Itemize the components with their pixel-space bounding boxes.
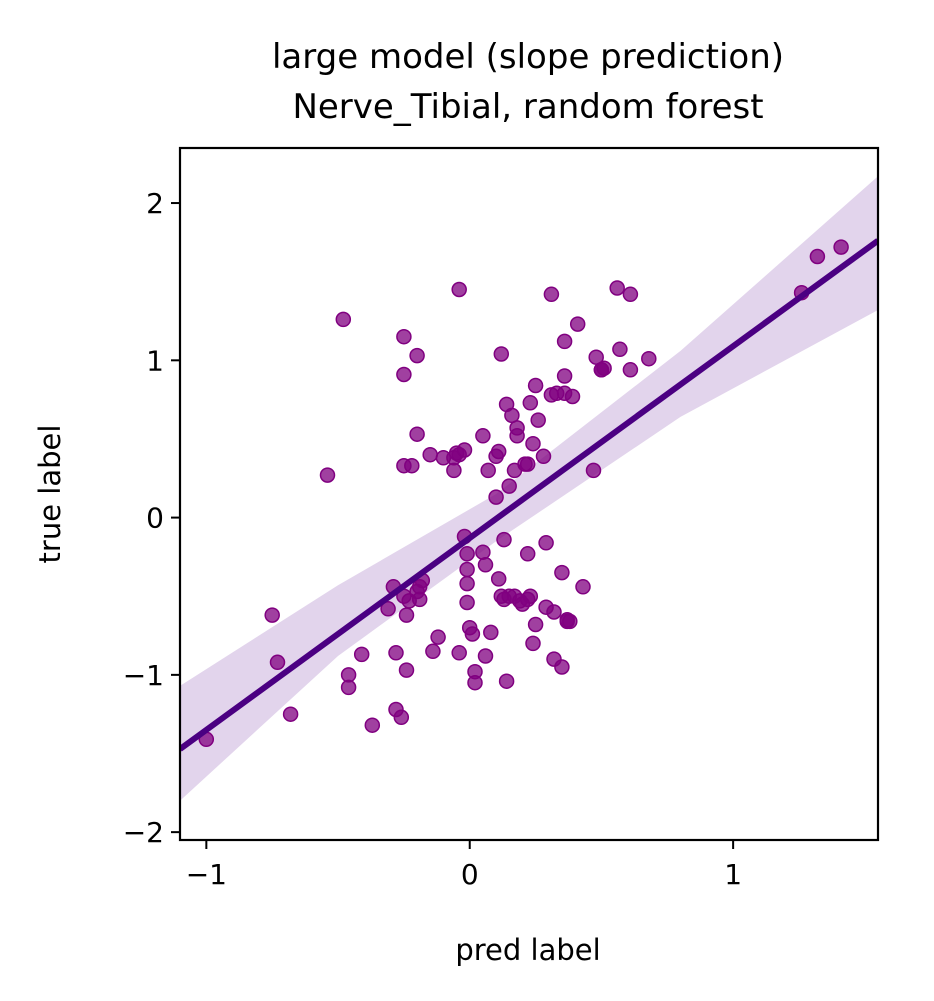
data-point-89 [546, 604, 562, 620]
data-point-75 [519, 456, 536, 472]
data-point-103 [575, 579, 591, 595]
data-point-42 [459, 561, 475, 578]
data-point-113 [641, 350, 657, 367]
chart-subtitle: Nerve_Tibial, random forest [292, 87, 763, 127]
y-tick-label-2: 0 [146, 502, 164, 535]
data-point-8 [353, 646, 370, 663]
data-point-59 [493, 346, 510, 362]
x-axis-label: pred label [455, 933, 600, 967]
data-point-62 [496, 531, 512, 548]
data-point-55 [488, 489, 504, 505]
data-point-81 [525, 635, 541, 652]
data-point-36 [451, 281, 467, 298]
data-point-19 [398, 607, 415, 623]
data-point-65 [501, 478, 517, 494]
y-tick-label-3: 1 [146, 344, 164, 377]
data-point-88 [543, 286, 560, 303]
data-point-101 [564, 388, 581, 405]
x-axis-ticks: −1 0 1 [186, 840, 742, 891]
data-point-9 [364, 717, 381, 733]
data-point-57 [490, 443, 507, 460]
data-point-49 [475, 428, 491, 444]
x-tick-label-0: −1 [186, 858, 227, 891]
data-point-1 [264, 607, 280, 623]
data-point-22 [404, 457, 420, 474]
data-point-109 [609, 280, 625, 296]
chart-title: large model (slope prediction) [272, 37, 784, 77]
data-point-84 [530, 412, 546, 428]
data-point-97 [556, 333, 573, 350]
y-axis-label: true label [33, 425, 67, 564]
data-point-104 [585, 462, 602, 479]
data-point-28 [409, 426, 425, 442]
data-point-115 [809, 248, 826, 265]
y-tick-label-0: −2 [123, 816, 164, 849]
data-point-31 [430, 629, 446, 645]
data-point-34 [446, 462, 462, 479]
data-point-71 [509, 428, 525, 444]
data-point-82 [527, 616, 544, 633]
data-point-93 [554, 564, 570, 581]
data-point-111 [622, 286, 639, 303]
confidence-band [180, 176, 878, 801]
data-point-112 [622, 362, 639, 378]
data-point-102 [569, 316, 586, 332]
data-point-15 [396, 328, 412, 345]
data-point-58 [490, 571, 507, 587]
regression-line [180, 238, 878, 752]
data-point-17 [396, 366, 412, 383]
data-point-40 [456, 442, 473, 458]
data-point-83 [527, 377, 544, 394]
data-points [198, 239, 849, 748]
plot-frame [178, 146, 880, 842]
data-point-43 [459, 575, 475, 592]
data-point-23 [409, 347, 425, 364]
data-point-27 [411, 579, 428, 595]
data-point-116 [833, 239, 849, 255]
data-point-7 [340, 679, 357, 696]
data-point-3 [282, 706, 299, 722]
data-point-80 [525, 435, 541, 452]
data-point-64 [498, 673, 515, 689]
data-point-37 [451, 645, 467, 661]
data-point-78 [522, 395, 539, 411]
data-point-96 [556, 368, 573, 384]
data-point-4 [319, 467, 336, 483]
data-point-10 [380, 601, 396, 617]
data-point-30 [425, 643, 441, 660]
data-point-48 [467, 674, 483, 691]
data-point-14 [393, 709, 410, 726]
data-point-54 [483, 624, 499, 641]
data-point-29 [422, 446, 438, 463]
data-point-53 [480, 462, 496, 479]
data-point-2 [269, 654, 286, 671]
data-point-110 [612, 341, 628, 358]
data-point-44 [459, 594, 475, 611]
x-tick-label-1: 0 [461, 858, 479, 891]
data-point-5 [335, 311, 352, 328]
data-point-46 [464, 626, 481, 642]
data-point-51 [475, 544, 491, 560]
data-point-94 [554, 659, 570, 675]
data-point-50 [477, 557, 494, 573]
data-point-20 [398, 662, 415, 678]
data-point-108 [596, 360, 612, 376]
y-tick-label-1: −1 [123, 659, 164, 692]
data-point-79 [522, 588, 539, 604]
data-point-100 [562, 613, 578, 630]
data-point-13 [388, 645, 404, 661]
data-point-85 [535, 448, 552, 465]
data-point-41 [459, 546, 475, 562]
x-tick-label-2: 1 [724, 858, 742, 891]
plot-area [180, 176, 878, 801]
data-point-87 [538, 535, 554, 551]
y-tick-label-4: 2 [146, 187, 164, 220]
data-point-52 [477, 648, 494, 664]
y-axis-ticks: −2 −1 0 1 2 [123, 187, 180, 849]
data-point-77 [519, 546, 536, 562]
